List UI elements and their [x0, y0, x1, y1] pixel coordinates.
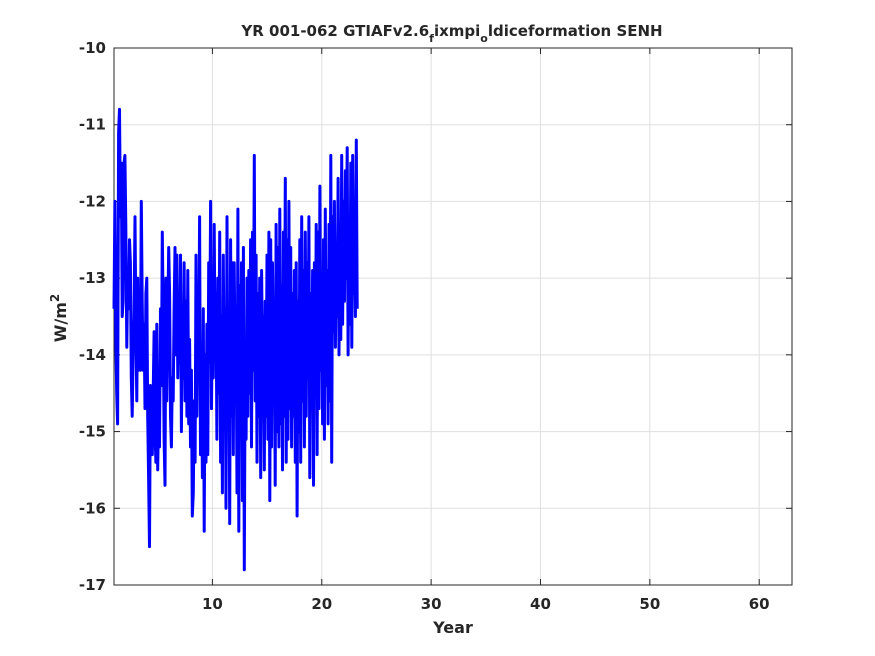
x-tick-label: 10 — [202, 595, 223, 613]
x-axis: 10 20 30 40 50 60 — [202, 48, 770, 613]
y-tick-label: -17 — [79, 576, 106, 594]
chart-title: YR 001-062 GTIAFv2.6fixmpioldiceformatio… — [240, 22, 662, 45]
series-line — [112, 107, 359, 572]
y-axis-label: W/m2 — [48, 294, 70, 343]
y-tick-label: -15 — [79, 423, 106, 441]
y-tick-label: -13 — [79, 269, 106, 287]
x-tick-label: 30 — [421, 595, 442, 613]
x-tick-label: 20 — [311, 595, 332, 613]
plot-area — [113, 47, 793, 586]
y-tick-label: -16 — [79, 499, 106, 517]
x-tick-label: 60 — [749, 595, 770, 613]
x-tick-label: 50 — [639, 595, 660, 613]
x-axis-label: Year — [432, 618, 473, 637]
y-tick-label: -12 — [79, 192, 106, 210]
y-tick-label: -14 — [79, 346, 106, 364]
x-tick-label: 40 — [530, 595, 551, 613]
y-tick-label: -10 — [79, 39, 106, 57]
y-tick-label: -11 — [79, 116, 106, 134]
